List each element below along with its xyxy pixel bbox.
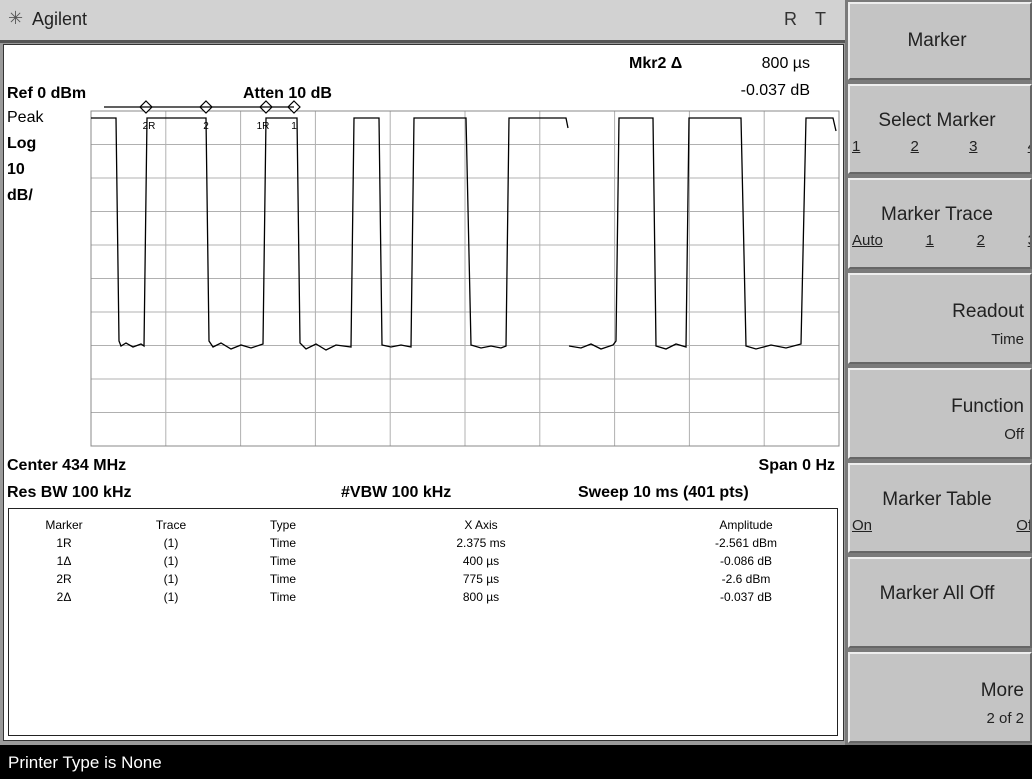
softkey-options: On Off [852, 516, 1032, 534]
table-cell: 400 µs [462, 554, 500, 568]
table-cell: Time [269, 536, 297, 550]
graticule-border [90, 110, 840, 447]
attenuation: Atten 10 dB [243, 85, 332, 102]
marker-amplitude: -0.037 dB [740, 82, 810, 99]
logo-icon: ✳ [8, 8, 24, 28]
title-bar: ✳ Agilent R T [0, 0, 845, 43]
softkey-option: On [852, 516, 873, 534]
softkey[interactable]: Select Marker 1 2 3 4 [848, 83, 1032, 175]
softkey-option: 1 [925, 232, 934, 250]
scale-value: 10 [7, 161, 25, 178]
softkey-option: 3 [969, 137, 978, 155]
softkey-value: Time [991, 331, 1024, 349]
softkey[interactable]: Marker All Off [848, 557, 1032, 649]
scale-unit: dB/ [7, 187, 33, 204]
softkey-option: Auto [852, 232, 883, 250]
table-cell: Time [269, 572, 297, 586]
softkey-value: Off [1004, 425, 1024, 443]
table-cell: 2Δ [56, 590, 72, 604]
softkey[interactable]: Marker Trace Auto 1 2 3 [848, 178, 1032, 270]
indicator: R [784, 9, 797, 29]
softkey-label: Marker Table [882, 488, 992, 510]
display: Mkr2 Δ 800 µs -0.037 dB Ref 0 dBm Atten … [3, 44, 844, 741]
trace-marker-label: 1R [257, 121, 270, 132]
marker-label: Mkr2 Δ [629, 55, 683, 72]
indicator: T [815, 9, 826, 29]
table-cell: Time [269, 554, 297, 568]
softkey-label: Marker [907, 30, 967, 51]
res-bw: Res BW 100 kHz [7, 484, 132, 501]
softkey-option: 1 [852, 137, 861, 155]
softkey-label: Select Marker [878, 109, 996, 131]
status-message: Printer Type is None [8, 753, 162, 772]
softkey-label: Marker All Off [879, 583, 995, 605]
span: Span 0 Hz [758, 457, 835, 474]
table-cell: (1) [163, 554, 179, 568]
table-cell: 2R [56, 572, 72, 586]
status-bar: Printer Type is None [0, 745, 1032, 779]
graticule: 2R 2 1R 1 [90, 100, 840, 447]
table-header: X Axis [464, 518, 498, 532]
detector: Peak [7, 109, 44, 126]
trace-marker-label: 2 [203, 121, 209, 132]
marker-table: Marker Trace Type X Axis Amplitude 1R (1) Time 2… [8, 508, 838, 736]
table-cell: 1R [56, 536, 72, 550]
table-cell: (1) [163, 536, 179, 550]
softkey[interactable]: More 2 of 2 [848, 652, 1032, 743]
softkey-options: Auto 1 2 3 [852, 232, 1030, 250]
softkey-label: Readout [952, 301, 1024, 323]
brand: Agilent [32, 9, 88, 29]
table-cell: -0.037 dB [719, 590, 773, 604]
softkey-option: Off [1016, 516, 1032, 534]
trace-marker-label: 2R [143, 121, 156, 132]
marker-x: 800 µs [761, 55, 810, 72]
table-cell: Time [269, 590, 297, 604]
softkey-label: More [980, 680, 1024, 702]
grid [91, 111, 839, 446]
marker-diamonds [104, 100, 301, 114]
softkey-label: Function [951, 395, 1024, 417]
trace-marker-label: 1 [291, 121, 297, 132]
table-cell: (1) [163, 572, 179, 586]
table-cell: 800 µs [462, 590, 500, 604]
table-cell: -0.086 dB [719, 554, 773, 568]
softkey-value: 2 of 2 [986, 710, 1024, 728]
softkey-options: 1 2 3 4 [852, 137, 1030, 155]
table-cell: -2.561 dBm [714, 536, 778, 550]
table-cell: (1) [163, 590, 179, 604]
sweep: Sweep 10 ms (401 pts) [578, 484, 749, 501]
trace [91, 117, 837, 351]
table-cell: 1Δ [56, 554, 72, 568]
softkey-label: Marker Trace [881, 204, 993, 226]
vbw: #VBW 100 kHz [341, 484, 452, 501]
scale-type: Log [7, 135, 37, 152]
table-header: Trace [155, 518, 187, 532]
softkey-panel: Marker Select Marker 1 2 3 4 Marker Trace Auto 1… [845, 0, 1032, 745]
softkey[interactable]: Marker Table On Off [848, 462, 1032, 554]
softkey[interactable]: Readout Time [848, 273, 1032, 364]
table-header: Amplitude [719, 518, 773, 532]
softkey-option: 2 [910, 137, 919, 155]
table-cell: 775 µs [462, 572, 500, 586]
softkey[interactable]: Function Off [848, 367, 1032, 459]
table-cell: -2.6 dBm [721, 572, 771, 586]
ref-level: Ref 0 dBm [7, 85, 87, 102]
table-header: Marker [45, 518, 83, 532]
softkey-option: 3 [1028, 232, 1030, 249]
softkey-option: 4 [1028, 138, 1030, 155]
table-header: Type [269, 518, 297, 532]
softkey-option: 2 [976, 232, 985, 250]
menu-title: Marker [848, 2, 1032, 80]
center-freq: Center 434 MHz [7, 457, 127, 474]
table-cell: 2.375 ms [456, 536, 506, 550]
